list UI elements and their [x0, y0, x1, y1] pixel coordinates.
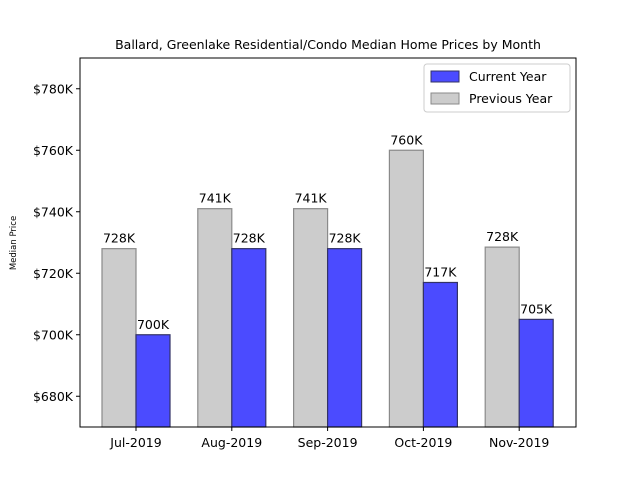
x-tick-label: Aug-2019 — [201, 435, 262, 450]
legend-swatch — [430, 70, 460, 83]
x-tick-label: Jul-2019 — [109, 435, 161, 450]
bar-label-previous-year: 741K — [295, 191, 328, 206]
plot-area: $680K $700K $720K $740K $760K $780K 728K 700K Ju… — [33, 57, 577, 450]
bar-current-year — [327, 248, 363, 428]
x-tick-label: Sep-2019 — [298, 435, 358, 450]
y-tick-label: $740K — [33, 204, 74, 219]
y-tick-label: $700K — [33, 327, 74, 342]
bar-label-previous-year: 728K — [103, 231, 136, 246]
legend-label: Previous Year — [469, 91, 553, 106]
bar-previous-year — [101, 248, 137, 428]
legend-swatch — [430, 92, 460, 105]
y-tick-label: $720K — [33, 266, 74, 281]
bar-current-year — [518, 318, 554, 428]
legend-box — [423, 63, 571, 113]
y-tick-label: $760K — [33, 143, 74, 158]
y-axis-label: Median Price — [9, 216, 19, 270]
x-tick-label: Nov-2019 — [489, 435, 549, 450]
bar-label-previous-year: 741K — [199, 191, 232, 206]
bar-current-year — [231, 248, 267, 428]
chart-title: Ballard, Greenlake Residential/Condo Med… — [115, 37, 541, 52]
bar-label-current-year: 728K — [329, 231, 362, 246]
y-tick-label: $680K — [33, 389, 74, 404]
bar-current-year — [135, 334, 171, 428]
bar-label-current-year: 728K — [233, 231, 266, 246]
bar-label-current-year: 717K — [424, 264, 457, 279]
bar-previous-year — [484, 246, 520, 428]
legend-label: Current Year — [469, 69, 547, 84]
legend: Current Year Previous Year — [423, 63, 571, 113]
bar-previous-year — [388, 149, 424, 428]
bar-label-previous-year: 728K — [486, 229, 519, 244]
bar-previous-year — [197, 208, 233, 428]
bar-label-current-year: 700K — [137, 317, 170, 332]
bar-label-previous-year: 760K — [390, 132, 423, 147]
plot-frame — [79, 57, 577, 428]
y-tick-label: $780K — [33, 81, 74, 96]
bar-current-year — [422, 281, 458, 428]
bar-previous-year — [293, 208, 329, 428]
x-tick-label: Oct-2019 — [394, 435, 452, 450]
bar-label-current-year: 705K — [520, 301, 553, 316]
